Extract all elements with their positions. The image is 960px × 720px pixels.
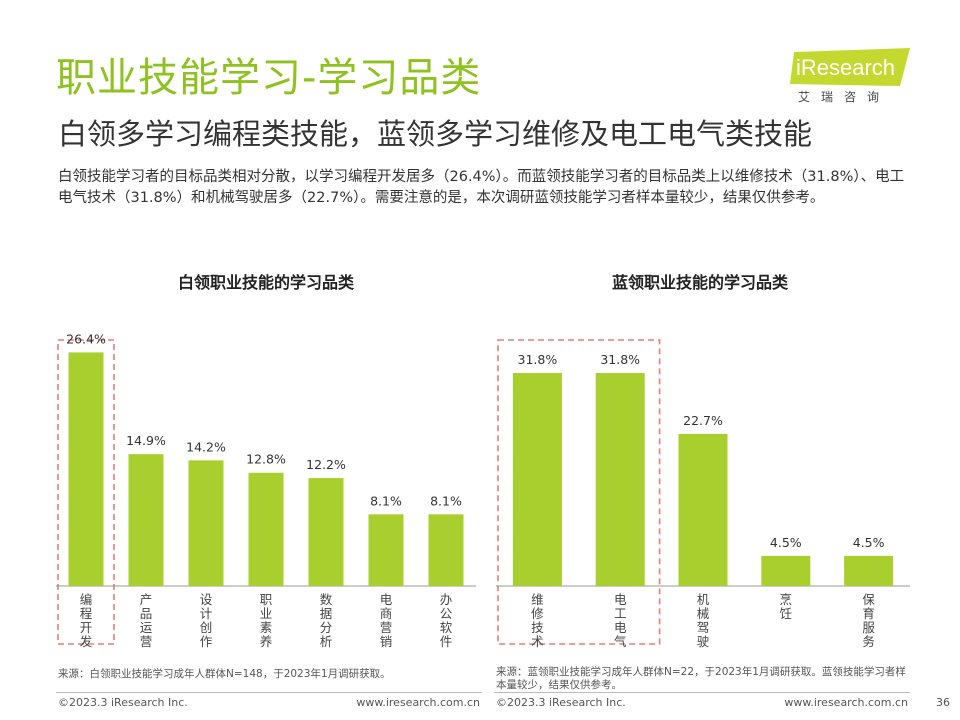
chart-blue-collar: 31.8% 维修技术 31.8% 电工电气 22.7% 机械驾驶 4.5% 烹饪 4.5% 保育服… [496, 330, 910, 660]
bar-电工电气 [596, 373, 645, 586]
bar-编程开发 [69, 352, 104, 586]
logo-wordmark: iResearch [796, 54, 895, 82]
footer-url-right[interactable]: www.iresearch.com.cn [764, 696, 908, 710]
data-label: 14.9% [126, 433, 166, 448]
tick-label: 编程开发 [80, 592, 93, 649]
bar-设计-创作 [189, 460, 224, 586]
footer-url-left[interactable]: www.iresearch.com.cn [336, 696, 480, 710]
tick-label: 保育服务 [862, 592, 875, 649]
footer-divider-right [494, 692, 910, 693]
tick-label: 电商营销 [380, 592, 393, 649]
data-label: 12.8% [246, 452, 286, 467]
tick-label: 电工电气 [614, 592, 627, 649]
tick-label: 机械驾驶 [697, 592, 710, 649]
bar-维修技术 [513, 373, 562, 586]
summary-text: 白领技能学习者的目标品类相对分散，以学习编程开发居多（26.4%）。而蓝领技能学… [58, 167, 908, 209]
page-subtitle: 白领多学习编程类技能，蓝领多学习维修及电工电气类技能 [58, 114, 812, 154]
data-label: 8.1% [370, 493, 402, 508]
tick-label: 维修技术 [531, 592, 544, 649]
data-label: 31.8% [600, 352, 640, 367]
footer-copyright-right: ©2023.3 iResearch Inc. [496, 696, 626, 710]
bar-办公软件 [429, 514, 464, 586]
footer-divider-left [56, 692, 482, 693]
bar-电商营销 [369, 514, 404, 586]
tick-label: 办公软件 [440, 592, 453, 649]
chart-white-collar: 26.4% 编程开发 14.9% 产品运营 14.2% 设计创作 12.8% 职业素养 12.2… [56, 330, 476, 660]
chart-title-white-collar: 白领职业技能的学习品类 [56, 273, 476, 293]
bar-保育服务 [844, 556, 893, 586]
tick-label: 数据分析 [320, 592, 333, 649]
logo-chinese-name: 艾瑞咨询 [798, 90, 890, 104]
chart-title-blue-collar: 蓝领职业技能的学习品类 [490, 273, 910, 293]
data-label: 22.7% [683, 413, 723, 428]
page-number: 36 [920, 696, 950, 710]
chart-source-blue-collar: 来源：蓝领职业技能学习成年人群体N=22，于2023年1月调研获取。蓝领技能学习… [496, 666, 906, 692]
bar-数据分析 [309, 478, 344, 586]
data-label: 14.2% [186, 439, 226, 454]
iresearch-logo: iResearch 艾瑞咨询 [788, 48, 914, 108]
data-label: 4.5% [853, 535, 885, 550]
tick-label: 职业素养 [260, 592, 273, 649]
chart-source-white-collar: 来源：白领职业技能学习成年人群体N=148，于2023年1月调研获取。 [58, 668, 478, 681]
bar-烹饪 [761, 556, 810, 586]
data-label: 4.5% [770, 535, 802, 550]
bar-产品-运营 [129, 454, 164, 586]
bar-机械-驾驶 [679, 434, 728, 586]
tick-label: 产品运营 [140, 592, 153, 649]
footer-copyright-left: ©2023.3 iResearch Inc. [58, 696, 188, 710]
tick-label: 设计创作 [200, 592, 213, 649]
data-label: 12.2% [306, 457, 346, 472]
tick-label: 烹饪 [780, 592, 793, 621]
bar-职业素养 [249, 473, 284, 586]
page-title: 职业技能学习-学习品类 [56, 52, 481, 104]
data-label: 31.8% [518, 352, 558, 367]
data-label: 26.4% [66, 331, 106, 346]
data-label: 8.1% [430, 493, 462, 508]
